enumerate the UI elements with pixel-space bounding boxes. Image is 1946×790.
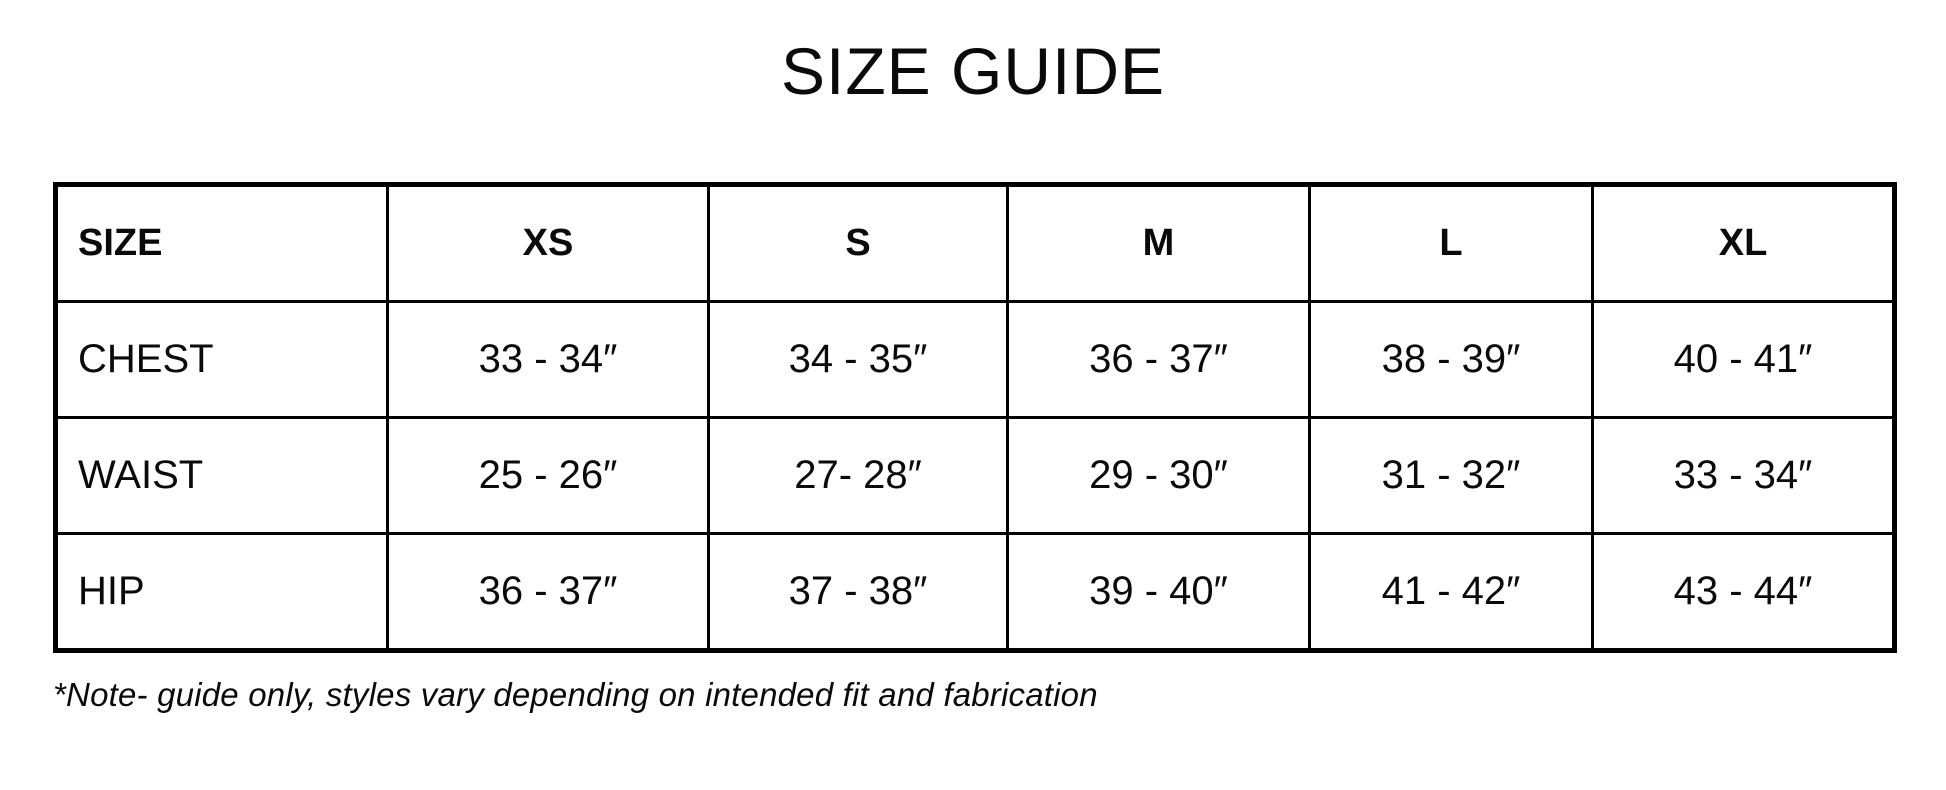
cell-chest-m: 36 - 37″ — [1006, 300, 1311, 419]
cell-waist-xs: 25 - 26″ — [386, 416, 710, 535]
column-header-m: M — [1006, 183, 1311, 303]
cell-chest-l: 38 - 39″ — [1308, 300, 1594, 419]
column-header-l: L — [1308, 183, 1594, 303]
table-header-row: SIZE XS S M L XL — [54, 183, 1896, 303]
table-row: WAIST 25 - 26″ 27- 28″ 29 - 30″ 31 - 32″… — [54, 416, 1896, 535]
column-header-s: S — [707, 183, 1009, 303]
table-row: HIP 36 - 37″ 37 - 38″ 39 - 40″ 41 - 42″ … — [54, 532, 1896, 652]
table-row: CHEST 33 - 34″ 34 - 35″ 36 - 37″ 38 - 39… — [54, 300, 1896, 419]
footnote-text: *Note- guide only, styles vary depending… — [53, 676, 1098, 713]
cell-waist-s: 27- 28″ — [707, 416, 1009, 535]
row-label-waist: WAIST — [54, 416, 389, 535]
size-guide-table: SIZE XS S M L XL CHEST 33 - 34″ 34 - 35″… — [53, 182, 1897, 653]
cell-waist-xl: 33 - 34″ — [1591, 416, 1896, 535]
cell-hip-l: 41 - 42″ — [1308, 532, 1594, 652]
cell-hip-xs: 36 - 37″ — [386, 532, 710, 652]
column-header-xl: XL — [1591, 183, 1896, 303]
cell-chest-s: 34 - 35″ — [707, 300, 1009, 419]
cell-hip-m: 39 - 40″ — [1006, 532, 1311, 652]
cell-hip-s: 37 - 38″ — [707, 532, 1009, 652]
cell-chest-xl: 40 - 41″ — [1591, 300, 1896, 419]
cell-hip-xl: 43 - 44″ — [1591, 532, 1896, 652]
cell-waist-m: 29 - 30″ — [1006, 416, 1311, 535]
row-label-hip: HIP — [54, 532, 389, 652]
column-header-size: SIZE — [54, 183, 389, 303]
cell-chest-xs: 33 - 34″ — [386, 300, 710, 419]
cell-waist-l: 31 - 32″ — [1308, 416, 1594, 535]
row-label-chest: CHEST — [54, 300, 389, 419]
column-header-xs: XS — [386, 183, 710, 303]
page-title: SIZE GUIDE — [780, 34, 1166, 108]
